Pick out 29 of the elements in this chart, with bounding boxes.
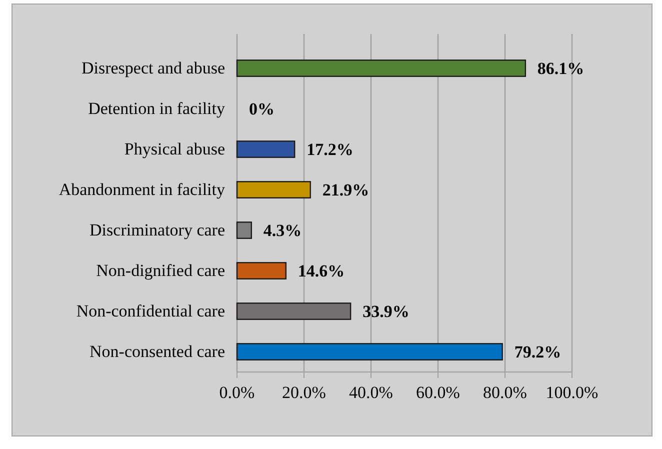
data-label: 33.9% [362, 302, 410, 322]
data-label: 79.2% [514, 342, 562, 362]
bar [236, 343, 503, 360]
bar [236, 302, 352, 320]
bar [236, 222, 252, 239]
data-label: 4.3% [263, 221, 302, 240]
bar [236, 262, 287, 280]
x-tick-label: 0.0% [219, 383, 255, 402]
y-tick-label: Non-confidential care [76, 302, 225, 321]
bar [236, 181, 311, 198]
x-tick-label: 40.0% [349, 383, 393, 402]
y-tick-label: Detention in facility [88, 99, 226, 118]
bar [236, 60, 526, 77]
y-tick-label: Physical abuse [124, 140, 225, 159]
x-tick-label: 60.0% [416, 383, 460, 402]
data-label: 0% [249, 100, 274, 119]
data-label: 21.9% [322, 180, 370, 200]
y-tick-label: Non-consented care [90, 342, 225, 362]
y-tick-label: Disrespect and abuse [81, 58, 225, 78]
x-tick-label: 100.0% [546, 383, 598, 402]
x-tick-label: 80.0% [483, 383, 527, 402]
data-label: 17.2% [306, 140, 354, 160]
y-tick-label: Discriminatory care [90, 220, 225, 240]
y-tick-label: Abandonment in facility [58, 180, 226, 200]
bar [236, 140, 296, 158]
x-tick-label: 20.0% [282, 383, 326, 402]
y-tick-label: Non-dignified care [96, 261, 225, 280]
data-label: 86.1% [537, 59, 584, 78]
data-label: 14.6% [298, 262, 345, 281]
